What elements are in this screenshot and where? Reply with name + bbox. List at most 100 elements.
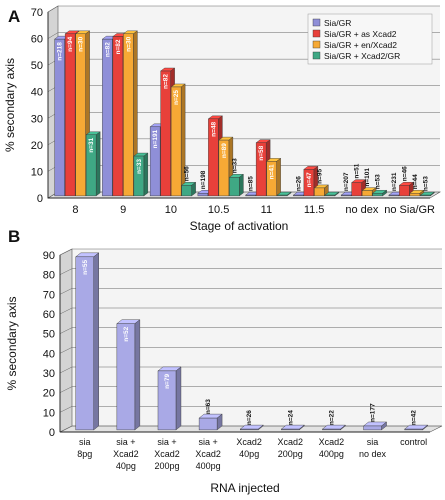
- panel-b-bar: [75, 252, 100, 431]
- panel-b-y-tick-label: 50: [43, 329, 55, 341]
- panel-b-y-tick-label: 80: [43, 270, 55, 282]
- bar-front: [324, 194, 336, 197]
- bar-front: [64, 33, 76, 197]
- panel-a-legend-swatch: [312, 40, 321, 49]
- panel-b-n-label: n=26: [246, 410, 253, 425]
- bar-front: [239, 428, 259, 431]
- bar-front: [372, 193, 383, 197]
- panel-a-category-label: no Sia/GR: [384, 204, 435, 216]
- bar-side: [239, 173, 244, 197]
- panel-a-bar: [133, 152, 149, 197]
- panel-b-grid-diag: [59, 386, 73, 393]
- bar-front: [322, 428, 341, 431]
- panel-b-n-label: n=52: [123, 326, 130, 341]
- panel-a-y-tick-label: 20: [31, 140, 43, 152]
- bar-front: [404, 428, 423, 431]
- panel-a-category-label: 11: [261, 204, 272, 216]
- panel-a-n-label: n=26: [295, 176, 302, 191]
- panel-a-bar: [228, 173, 244, 197]
- panel-a-n-label: n=94: [67, 36, 74, 51]
- panel-a-n-label: n=89: [221, 143, 228, 158]
- panel-b-bar: [198, 413, 223, 431]
- panel-b-y-tick-label: 60: [43, 309, 55, 321]
- bar-side: [143, 152, 149, 197]
- panel-a-n-label: n=218: [57, 42, 64, 61]
- panel-a-n-label: n=58: [258, 145, 265, 160]
- bar-side: [276, 157, 281, 197]
- panel-b-category-label: sia: [79, 437, 91, 447]
- panel-b-category-label: 200pg: [278, 449, 303, 459]
- panel-b-category-label: 200pg: [154, 461, 179, 471]
- panel-a-n-label: n=30: [78, 36, 85, 51]
- panel-a: A 0 10 20 30 40 50 60 70 % secondary axis Stage o…: [3, 5, 442, 233]
- panel-b-category-label: control: [400, 437, 427, 447]
- panel-a-bar: [351, 179, 367, 197]
- panel-a-category-label: 8: [72, 204, 78, 216]
- panel-b: B 0 10 20 30 40 50 60 70 80 90 % secondary axis RNA…: [5, 227, 443, 495]
- panel-b-category-label: Xcad2: [154, 449, 180, 459]
- panel-a-legend-box: [307, 13, 433, 65]
- panel-b-n-label: n=63: [205, 399, 212, 414]
- panel-a-y-tick-label: 40: [31, 87, 43, 99]
- panel-b-bar: [362, 421, 388, 431]
- bar-front: [420, 194, 431, 197]
- panel-a-y-tick-label: 30: [31, 113, 43, 125]
- panel-b-n-label: n=42: [411, 410, 418, 425]
- bar-front: [181, 185, 192, 197]
- bar-front: [170, 86, 182, 197]
- panel-b-category-label: sia +: [198, 437, 217, 447]
- bar-front: [351, 182, 362, 197]
- bar-front: [363, 425, 382, 431]
- panel-b-bar: [404, 424, 429, 431]
- panel-a-n-label: n=191: [152, 129, 159, 148]
- panel-b-n-label: n=55: [82, 259, 89, 274]
- panel-a-n-label: n=33: [136, 159, 143, 174]
- panel-a-n-label: n=47: [306, 172, 313, 187]
- bar-front: [133, 155, 145, 197]
- panel-a-n-label: n=33: [231, 158, 238, 173]
- panel-a-n-label: n=101: [364, 168, 371, 187]
- bar-front: [276, 194, 288, 197]
- panel-a-legend-swatch: [312, 51, 321, 60]
- panel-a-legend-label: Sia/GR + Xcad2/GR: [324, 51, 400, 61]
- panel-a-category-label: 9: [120, 204, 126, 216]
- panel-a-category-label: 10.5: [208, 204, 229, 216]
- panel-a-n-label: n=82: [163, 74, 170, 89]
- panel-b-plot: 0 10 20 30 40 50 60 70 80 90 % secondary axis RNA i…: [5, 248, 443, 495]
- panel-a-bar: [85, 131, 101, 197]
- panel-b-category-label: Xcad2: [113, 449, 139, 459]
- panel-b-category-label: Xcad2: [195, 449, 221, 459]
- panel-a-bar: [324, 191, 340, 197]
- bar-front: [123, 33, 134, 197]
- panel-a-legend-label: Sia/GR: [324, 18, 351, 28]
- bar-front: [245, 194, 256, 197]
- panel-a-category-label: no dex: [345, 204, 379, 216]
- panel-b-y-tick-label: 70: [43, 289, 55, 301]
- panel-b-grid-diag: [59, 406, 73, 413]
- panel-b-category-label: 40pg: [116, 461, 136, 471]
- panel-a-n-label: n=85: [248, 176, 255, 191]
- panel-a-n-label: n=46: [401, 166, 408, 181]
- panel-b-n-label: n=177: [370, 403, 377, 422]
- panel-b-bar: [116, 319, 141, 431]
- panel-a-legend-label: Sia/GR + en/Xcad2: [324, 40, 397, 50]
- panel-b-y-axis-title: % secondary axis: [5, 296, 19, 390]
- panel-a-n-label: n=25: [173, 90, 180, 105]
- bar-front: [293, 194, 304, 197]
- panel-a-n-label: n=53: [375, 174, 382, 189]
- panel-b-grid-diag: [59, 347, 73, 354]
- panel-b-n-label: n=79: [164, 374, 171, 389]
- panel-a-bar: [276, 191, 292, 197]
- bar-front: [75, 256, 94, 431]
- bar-front: [198, 417, 218, 431]
- panel-b-category-label: 400pg: [196, 461, 221, 471]
- bar-front: [281, 428, 300, 431]
- panel-a-n-label: n=31: [88, 137, 95, 152]
- panel-b-letter: B: [8, 227, 20, 246]
- panel-b-bar: [280, 424, 305, 431]
- panel-b-left-wall: [59, 248, 73, 433]
- panel-a-n-label: n=207: [343, 172, 350, 191]
- panel-b-category-label: 40pg: [239, 449, 259, 459]
- panel-b-category-label: sia: [367, 437, 379, 447]
